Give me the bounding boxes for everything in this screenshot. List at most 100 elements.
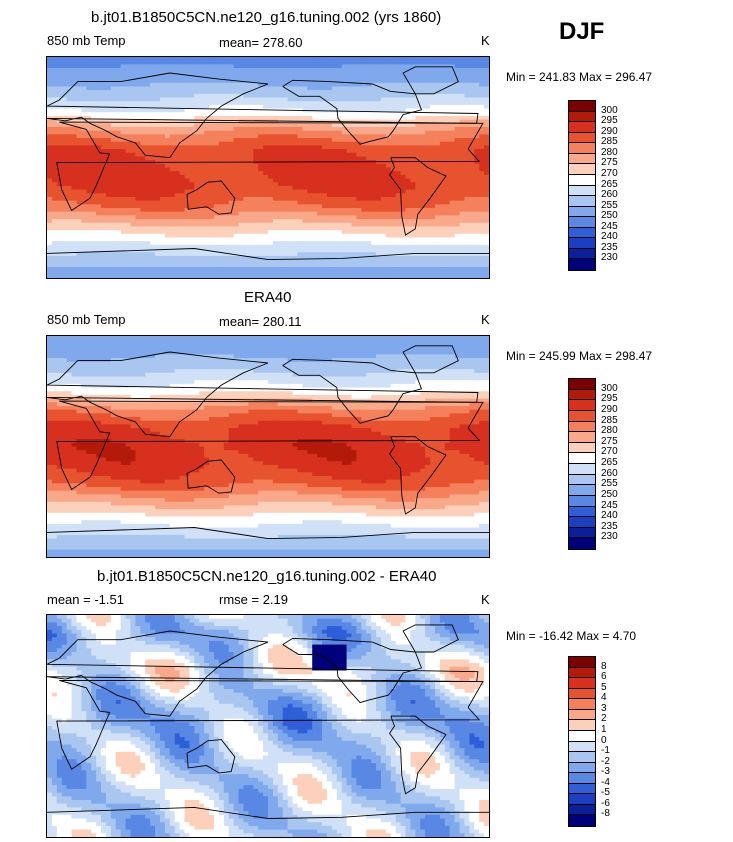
heat-cell <box>115 219 122 224</box>
heat-cell <box>341 226 348 231</box>
heat-cell <box>400 152 407 158</box>
heat-cell <box>164 244 171 250</box>
heat-cell <box>420 68 426 73</box>
heat-cell <box>317 171 323 176</box>
heat-cell <box>346 204 353 209</box>
heat-cell <box>444 68 451 73</box>
heat-cell <box>71 185 78 191</box>
heat-cell <box>420 167 426 172</box>
heat-cell <box>430 130 436 135</box>
heat-cell <box>189 200 195 205</box>
heat-cell <box>135 215 141 220</box>
heat-cell <box>449 241 456 246</box>
heat-cell <box>110 108 117 113</box>
heat-cell <box>194 226 200 231</box>
heat-cell <box>268 79 274 84</box>
panel-1-variable-label: 850 mb Temp <box>47 33 126 48</box>
heat-cell <box>341 204 348 209</box>
heat-cell <box>336 68 343 73</box>
heat-cell <box>351 64 357 69</box>
heat-cell <box>145 101 151 106</box>
heat-cell <box>120 86 127 91</box>
heat-cell <box>223 123 230 128</box>
heat-cell <box>194 145 200 150</box>
heat-cell <box>159 200 166 205</box>
heat-cell <box>159 130 166 135</box>
heat-cell <box>218 104 225 110</box>
heat-cell <box>425 248 431 253</box>
heat-cell <box>282 189 289 194</box>
heat-cell <box>164 171 171 176</box>
heat-cell <box>469 145 475 150</box>
heat-cell <box>277 211 284 216</box>
heat-cell <box>179 204 186 209</box>
heat-cell <box>189 208 195 213</box>
heat-cell <box>96 93 102 99</box>
heat-cell <box>297 211 303 216</box>
heat-cell <box>71 104 78 110</box>
heat-cell <box>430 174 436 180</box>
heat-cell <box>209 119 215 124</box>
heat-cell <box>380 152 387 158</box>
heat-cell <box>444 115 451 121</box>
heat-cell <box>292 193 299 198</box>
heat-cell <box>430 185 436 191</box>
heat-cell <box>420 222 426 228</box>
heat-cell <box>351 138 357 143</box>
heat-cell <box>307 138 313 143</box>
heat-cell <box>209 215 215 220</box>
heat-cell <box>346 79 353 84</box>
heat-cell <box>410 233 416 239</box>
heat-cell <box>81 182 87 187</box>
heat-cell <box>272 152 279 158</box>
heat-cell <box>420 141 426 146</box>
heat-cell <box>213 178 220 183</box>
heat-cell <box>61 211 68 216</box>
heat-cell <box>317 60 323 65</box>
heat-cell <box>56 171 63 176</box>
heat-cell <box>66 126 73 132</box>
heat-cell <box>268 112 274 117</box>
heat-cell <box>66 174 73 180</box>
heat-cell <box>326 193 333 198</box>
heat-cell <box>169 219 176 224</box>
heat-cell <box>76 171 82 176</box>
heat-cell <box>326 138 333 143</box>
heat-cell <box>66 230 73 235</box>
heat-cell <box>164 208 171 213</box>
heat-cell <box>346 108 353 113</box>
heat-cell <box>189 149 195 154</box>
heat-cell <box>390 134 397 139</box>
heat-cell <box>459 208 466 213</box>
heat-cell <box>341 233 348 239</box>
heat-cell <box>420 171 426 176</box>
heat-cell <box>135 200 141 205</box>
heat-cell <box>390 126 397 132</box>
heat-cell <box>189 119 195 124</box>
heat-cell <box>434 115 441 121</box>
heat-cell <box>91 93 97 99</box>
heat-cell <box>47 101 53 106</box>
heat-cell <box>258 64 264 69</box>
heat-cell <box>174 141 181 146</box>
heat-cell <box>444 189 451 194</box>
heat-cell <box>380 119 387 124</box>
heat-cell <box>174 138 181 143</box>
heat-cell <box>51 237 58 242</box>
heat-cell <box>61 174 68 180</box>
heat-cell <box>346 126 353 132</box>
heat-cell <box>469 130 475 135</box>
heat-cell <box>248 174 254 180</box>
heat-cell <box>120 182 127 187</box>
heat-cell <box>322 208 328 213</box>
heat-cell <box>292 79 299 84</box>
heat-cell <box>322 163 328 169</box>
heat-cell <box>145 244 151 250</box>
heat-cell <box>410 255 416 261</box>
heat-cell <box>189 141 195 146</box>
heat-cell <box>474 167 480 172</box>
heat-cell <box>439 185 446 191</box>
heat-cell <box>331 123 338 128</box>
heat-cell <box>91 178 97 183</box>
heat-cell <box>155 82 161 88</box>
